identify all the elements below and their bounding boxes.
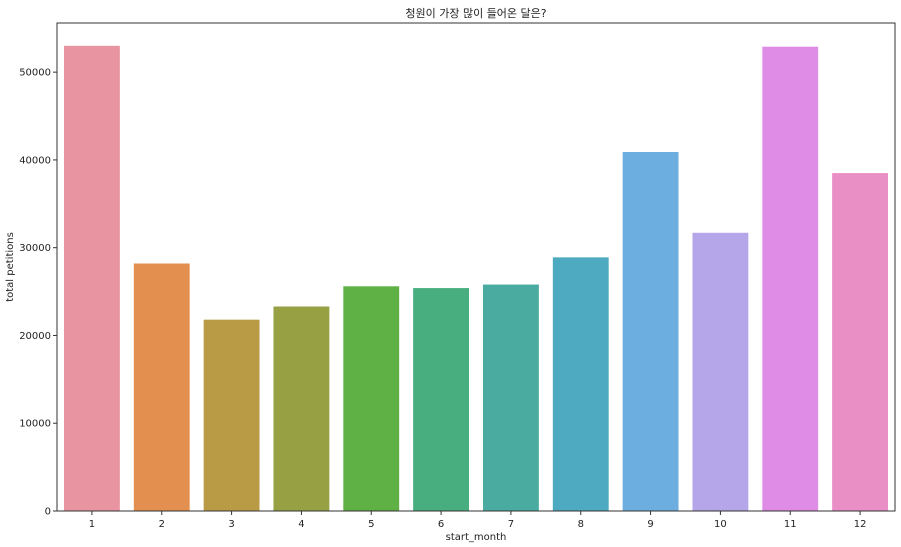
bars-group bbox=[63, 45, 889, 512]
y-axis: 0 10000 20000 30000 40000 50000 bbox=[19, 68, 57, 518]
bar-2 bbox=[133, 263, 190, 511]
y-axis-title: total petitions bbox=[5, 232, 16, 302]
y-tick-label: 40000 bbox=[19, 155, 51, 166]
y-tick-label: 30000 bbox=[19, 243, 51, 254]
y-tick-label: 0 bbox=[45, 507, 51, 518]
bar-10 bbox=[692, 232, 749, 512]
x-axis-title: start_month bbox=[446, 532, 507, 543]
x-tick-label: 10 bbox=[714, 519, 727, 530]
bar-4 bbox=[273, 306, 330, 511]
x-axis: 1 2 3 4 5 6 7 8 9 10 11 12 bbox=[89, 511, 867, 530]
bar-5 bbox=[343, 286, 400, 511]
bar-9 bbox=[622, 152, 679, 511]
x-tick-label: 4 bbox=[298, 519, 304, 530]
x-tick-label: 5 bbox=[368, 519, 374, 530]
x-tick-label: 1 bbox=[89, 519, 95, 530]
x-tick-label: 3 bbox=[228, 519, 234, 530]
bar-11 bbox=[762, 46, 819, 511]
x-tick-label: 7 bbox=[508, 519, 514, 530]
plot-frame bbox=[56, 22, 896, 512]
x-tick-label: 12 bbox=[854, 519, 867, 530]
x-tick-label: 11 bbox=[784, 519, 797, 530]
bar-7 bbox=[482, 284, 539, 511]
x-tick-label: 9 bbox=[647, 519, 653, 530]
bar-12 bbox=[832, 173, 889, 511]
y-tick-label: 50000 bbox=[19, 68, 51, 79]
bar-6 bbox=[413, 288, 470, 511]
x-tick-label: 8 bbox=[578, 519, 584, 530]
y-tick-label: 10000 bbox=[19, 419, 51, 430]
bar-3 bbox=[203, 319, 260, 511]
x-tick-label: 2 bbox=[159, 519, 165, 530]
y-tick-label: 20000 bbox=[19, 331, 51, 342]
bar-8 bbox=[552, 257, 609, 511]
chart-title: 청원이 가장 많이 들어온 달은? bbox=[405, 7, 546, 20]
bar-1 bbox=[63, 45, 120, 512]
x-tick-label: 6 bbox=[438, 519, 444, 530]
